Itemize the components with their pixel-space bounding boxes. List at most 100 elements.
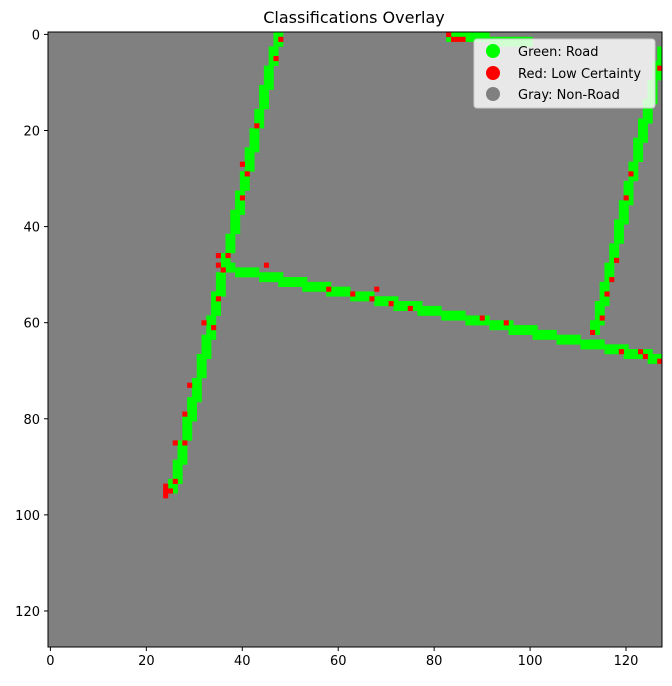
road-cell	[268, 277, 274, 283]
road-cell	[513, 325, 519, 331]
road-cell	[623, 200, 629, 206]
road-cell	[259, 123, 265, 129]
road-cell	[503, 325, 509, 331]
road-cell	[230, 267, 236, 273]
road-cell	[604, 286, 610, 292]
road-cell	[450, 32, 457, 38]
road-cell	[657, 70, 663, 76]
road-cell	[230, 248, 236, 254]
road-cell	[196, 358, 202, 364]
road-cell	[479, 32, 485, 38]
low-certainty-cell	[450, 36, 457, 42]
road-cell	[638, 132, 644, 139]
road-cell	[489, 320, 495, 326]
road-cell	[268, 84, 274, 90]
x-tick-label: 100	[518, 654, 543, 669]
road-cell	[494, 320, 500, 326]
low-certainty-cell	[657, 65, 663, 71]
road-cell	[311, 286, 317, 292]
road-cell	[249, 161, 255, 167]
road-cell	[623, 349, 629, 355]
road-cell	[230, 219, 236, 225]
road-cell	[302, 277, 308, 283]
road-cell	[446, 315, 452, 321]
road-cell	[196, 368, 202, 374]
low-certainty-cell	[479, 315, 485, 321]
road-cell	[244, 272, 250, 278]
road-cell	[431, 310, 437, 316]
road-cell	[508, 320, 514, 326]
road-cell	[239, 272, 245, 278]
road-cell	[470, 320, 476, 326]
road-cell	[494, 325, 500, 331]
road-cell	[642, 132, 648, 139]
road-cell	[201, 334, 207, 340]
road-cell	[244, 147, 250, 153]
road-cell	[215, 310, 221, 316]
road-cell	[239, 209, 245, 215]
road-cell	[206, 353, 212, 360]
road-cell	[191, 416, 198, 422]
road-cell	[542, 334, 548, 340]
road-cell	[647, 108, 653, 114]
legend-label-low-certainty: Red: Low Certainty	[518, 67, 641, 82]
x-tick-label: 40	[234, 654, 251, 669]
road-cell	[628, 349, 634, 355]
road-cell	[187, 397, 193, 403]
road-cell	[561, 334, 567, 340]
road-cell	[604, 277, 610, 283]
road-cell	[235, 219, 241, 225]
road-cell	[642, 128, 648, 134]
legend-marker-non-road	[486, 87, 500, 101]
road-cell	[191, 392, 198, 398]
low-certainty-cell	[657, 358, 663, 364]
road-cell	[604, 344, 610, 350]
road-cell	[321, 281, 327, 287]
road-cell	[537, 329, 543, 335]
road-cell	[235, 228, 241, 235]
road-cell	[638, 142, 644, 148]
road-cell	[599, 291, 605, 297]
road-cell	[465, 36, 471, 42]
road-cell	[594, 315, 600, 321]
road-cell	[436, 310, 442, 316]
low-certainty-cell	[369, 296, 375, 302]
road-cell	[331, 291, 337, 297]
road-cell	[259, 108, 265, 114]
road-cell	[618, 238, 624, 244]
road-cell	[239, 200, 245, 206]
road-cell	[292, 281, 298, 287]
low-certainty-cell	[263, 262, 269, 268]
road-cell	[623, 344, 629, 350]
road-cell	[638, 118, 644, 124]
road-cell	[244, 267, 250, 273]
road-cell	[638, 123, 644, 129]
road-cell	[273, 272, 279, 278]
legend: Green: Road Red: Low Certainty Gray: Non…	[473, 38, 656, 109]
low-certainty-cell	[374, 286, 380, 292]
road-cell	[254, 147, 260, 153]
low-certainty-cell	[172, 440, 178, 446]
road-cell	[455, 310, 461, 316]
road-cell	[566, 334, 572, 340]
plot-area	[47, 31, 663, 648]
road-cell	[235, 272, 241, 278]
road-cell	[556, 334, 562, 340]
road-cell	[484, 315, 490, 321]
road-cell	[211, 301, 217, 307]
road-cell	[518, 329, 524, 335]
road-cell	[609, 344, 615, 350]
road-cell	[618, 209, 624, 215]
road-cell	[642, 349, 648, 355]
road-cell	[642, 113, 648, 119]
road-cell	[355, 291, 361, 297]
road-cell	[259, 113, 265, 119]
road-cell	[642, 108, 648, 114]
road-cell	[618, 214, 624, 220]
road-cell	[244, 180, 250, 187]
low-certainty-cell	[460, 36, 466, 42]
road-cell	[225, 243, 231, 249]
road-cell	[225, 238, 231, 244]
chart-title: Classifications Overlay	[263, 8, 445, 27]
road-cell	[628, 166, 634, 172]
